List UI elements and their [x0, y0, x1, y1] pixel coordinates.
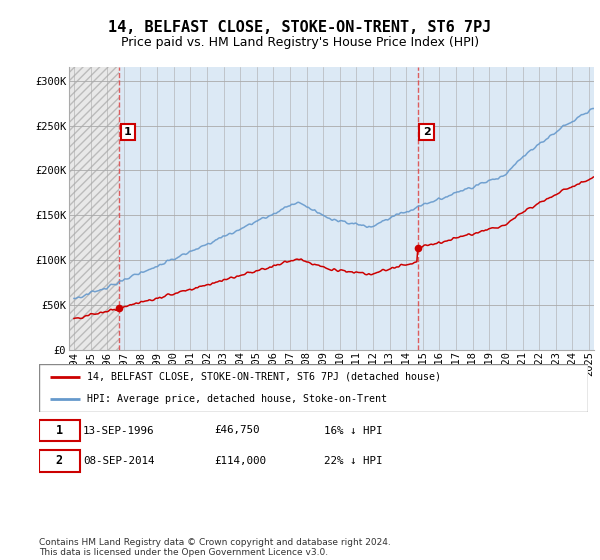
- Text: 2: 2: [56, 454, 63, 467]
- Text: 2: 2: [423, 127, 430, 137]
- Text: Contains HM Land Registry data © Crown copyright and database right 2024.
This d: Contains HM Land Registry data © Crown c…: [39, 538, 391, 557]
- Text: HPI: Average price, detached house, Stoke-on-Trent: HPI: Average price, detached house, Stok…: [88, 394, 388, 404]
- Text: 14, BELFAST CLOSE, STOKE-ON-TRENT, ST6 7PJ: 14, BELFAST CLOSE, STOKE-ON-TRENT, ST6 7…: [109, 20, 491, 35]
- Text: Price paid vs. HM Land Registry's House Price Index (HPI): Price paid vs. HM Land Registry's House …: [121, 36, 479, 49]
- FancyBboxPatch shape: [39, 419, 80, 441]
- FancyBboxPatch shape: [39, 364, 588, 412]
- Text: £114,000: £114,000: [215, 456, 266, 466]
- Text: £46,750: £46,750: [215, 426, 260, 436]
- Text: 1: 1: [124, 127, 132, 137]
- Text: 22% ↓ HPI: 22% ↓ HPI: [325, 456, 383, 466]
- Text: 16% ↓ HPI: 16% ↓ HPI: [325, 426, 383, 436]
- Text: 08-SEP-2014: 08-SEP-2014: [83, 456, 154, 466]
- Text: 14, BELFAST CLOSE, STOKE-ON-TRENT, ST6 7PJ (detached house): 14, BELFAST CLOSE, STOKE-ON-TRENT, ST6 7…: [88, 372, 442, 382]
- Bar: [69, 67, 119, 350]
- Text: 1: 1: [56, 424, 63, 437]
- Text: 13-SEP-1996: 13-SEP-1996: [83, 426, 154, 436]
- FancyBboxPatch shape: [39, 450, 80, 472]
